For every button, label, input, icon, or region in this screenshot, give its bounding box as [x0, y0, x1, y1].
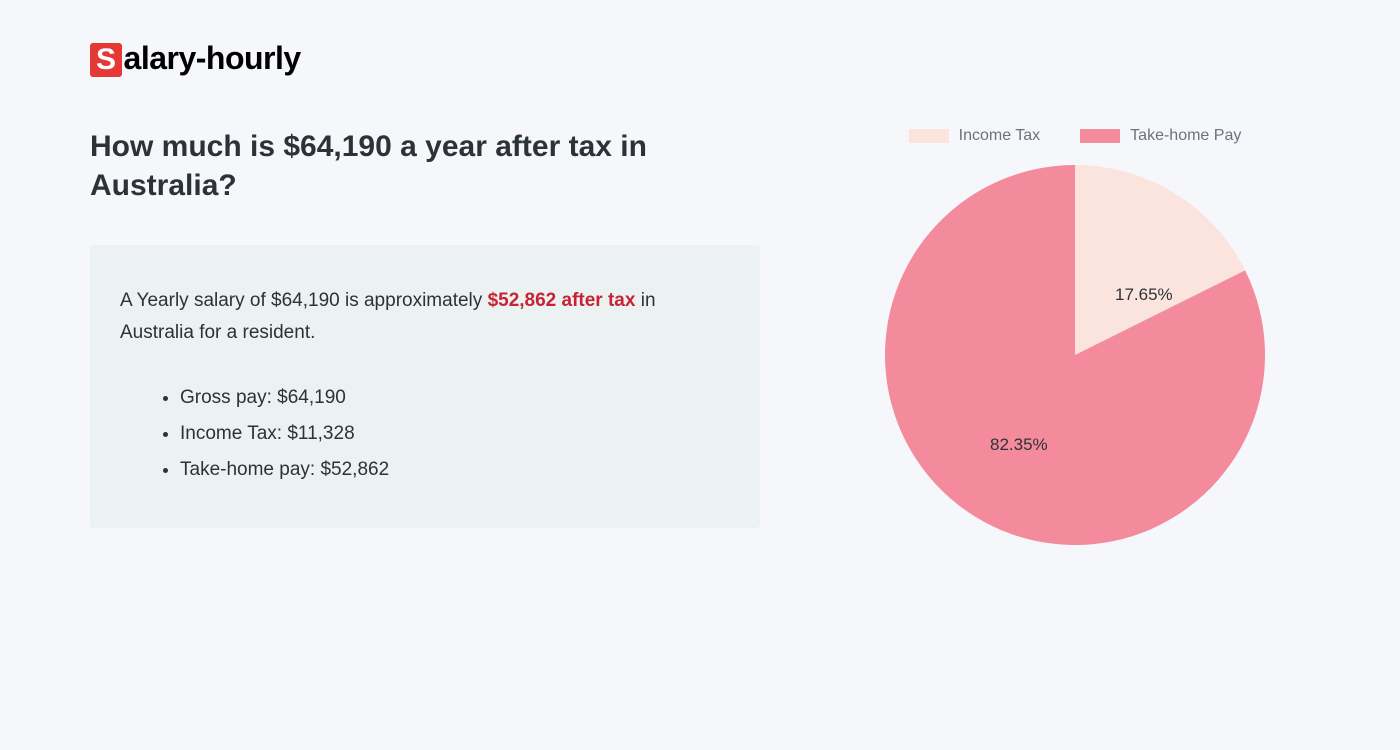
legend-label: Take-home Pay	[1130, 127, 1241, 145]
pie-slice-label: 17.65%	[1115, 285, 1173, 305]
logo-first-letter: S	[90, 43, 122, 77]
logo-rest: alary-hourly	[124, 40, 301, 77]
intro-text: A Yearly salary of $64,190 is approximat…	[120, 285, 730, 350]
intro-prefix: A Yearly salary of $64,190 is approximat…	[120, 290, 488, 311]
legend-swatch	[1080, 129, 1120, 143]
list-item: Gross pay: $64,190	[180, 380, 730, 416]
bullet-list: Gross pay: $64,190 Income Tax: $11,328 T…	[120, 380, 730, 488]
page-title: How much is $64,190 a year after tax in …	[90, 127, 760, 205]
intro-highlight: $52,862 after tax	[488, 290, 636, 311]
legend-item: Take-home Pay	[1080, 127, 1241, 145]
list-item: Take-home pay: $52,862	[180, 452, 730, 488]
legend-item: Income Tax	[909, 127, 1041, 145]
pie-svg	[885, 165, 1265, 545]
pie-chart: 17.65% 82.35%	[885, 165, 1265, 545]
legend-swatch	[909, 129, 949, 143]
pie-slice-label: 82.35%	[990, 435, 1048, 455]
chart-legend: Income Tax Take-home Pay	[860, 127, 1290, 145]
left-column: How much is $64,190 a year after tax in …	[90, 127, 760, 528]
legend-label: Income Tax	[959, 127, 1041, 145]
info-box: A Yearly salary of $64,190 is approximat…	[90, 245, 760, 528]
logo: Salary-hourly	[90, 40, 301, 77]
list-item: Income Tax: $11,328	[180, 416, 730, 452]
content-row: How much is $64,190 a year after tax in …	[90, 127, 1310, 545]
right-column: Income Tax Take-home Pay 17.65% 82.35%	[860, 127, 1290, 545]
